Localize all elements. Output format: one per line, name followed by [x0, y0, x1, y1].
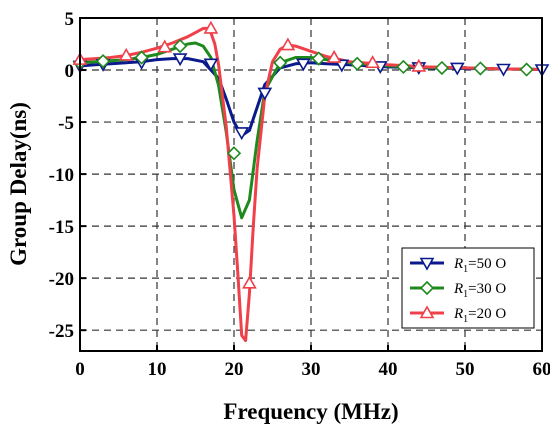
data-point [172, 38, 188, 54]
data-point [519, 62, 534, 77]
data-point [434, 60, 450, 76]
data-point [203, 20, 219, 34]
data-point [350, 56, 365, 71]
data-point [396, 59, 411, 75]
data-point [234, 127, 250, 141]
y-tick-label: 5 [65, 9, 75, 30]
data-point [257, 87, 273, 101]
x-tick-label: 10 [148, 359, 167, 380]
data-point [326, 49, 342, 63]
legend-marker-1 [419, 257, 435, 271]
y-tick-label: -10 [49, 165, 74, 186]
x-tick-label: 0 [75, 359, 85, 380]
data-point [311, 51, 326, 66]
y-tick-label: 0 [65, 61, 75, 82]
data-point [203, 58, 219, 72]
x-tick-label: 40 [379, 359, 398, 380]
data-point [449, 62, 465, 76]
y-tick-label: -20 [49, 269, 74, 290]
legend: R1=50 O R1=30 O R1=20 O [401, 247, 535, 329]
x-tick-label: 50 [456, 359, 475, 380]
y-axis-label: Group Delay(ns) [6, 102, 31, 266]
y-tick-label: -25 [49, 321, 74, 342]
legend-label-3: R1=20 O [453, 306, 506, 325]
data-point [365, 55, 380, 69]
y-tick-label: -5 [58, 113, 74, 134]
data-point [226, 146, 242, 161]
legend-marker-3 [419, 305, 435, 319]
data-point [280, 37, 296, 51]
x-tick-label: 60 [533, 359, 550, 380]
y-tick-label: -15 [49, 217, 74, 238]
data-point [334, 59, 350, 73]
data-point [473, 61, 488, 76]
data-point [242, 275, 257, 289]
data-point [118, 47, 134, 61]
data-point [411, 58, 427, 72]
x-axis-label: Frequency (MHz) [223, 399, 398, 424]
data-point [95, 54, 111, 69]
data-point [157, 39, 173, 53]
x-tick-label: 20 [225, 359, 244, 380]
legend-marker-2 [419, 280, 435, 296]
data-point [273, 55, 288, 70]
legend-label-1: R1=50 O [453, 256, 506, 275]
legend-label-2: R1=30 O [453, 281, 506, 300]
data-point [134, 50, 149, 65]
x-tick-label: 30 [302, 359, 321, 380]
data-point [172, 53, 188, 67]
data-point [295, 58, 311, 72]
data-point [496, 63, 511, 77]
